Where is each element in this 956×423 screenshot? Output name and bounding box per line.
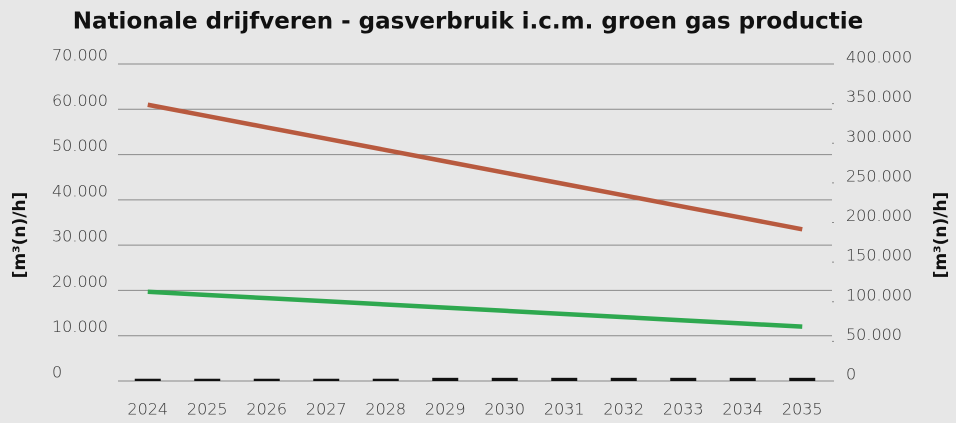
y2-axis-title: [m³(n)/h] xyxy=(931,192,951,279)
y-tick-label: 50.000 xyxy=(52,136,108,155)
x-tick-label: 2035 xyxy=(782,400,823,419)
y2-tick-label: 400.000 xyxy=(846,48,912,67)
line xyxy=(147,289,803,329)
bar xyxy=(610,377,637,381)
y-axis-title: [m³(n)/h] xyxy=(10,192,30,279)
bar xyxy=(491,377,518,381)
y2-tick-label: 0 xyxy=(846,365,856,384)
x-tick-label: 2029 xyxy=(425,400,466,419)
x-tick-label: 2024 xyxy=(127,400,168,419)
x-tick-label: 2027 xyxy=(306,400,347,419)
bar xyxy=(432,377,459,381)
y-tick-label: 40.000 xyxy=(52,181,108,200)
bar xyxy=(551,377,578,381)
y2-tick-label: 200.000 xyxy=(846,206,912,225)
x-tick-label: 2030 xyxy=(484,400,525,419)
x-tick-label: 2033 xyxy=(663,400,704,419)
bar xyxy=(253,378,280,381)
y-tick-label: 10.000 xyxy=(52,317,108,336)
x-tick-label: 2026 xyxy=(246,400,287,419)
y2-tick-label: 250.000 xyxy=(846,166,912,185)
bar xyxy=(134,378,161,381)
y-tick-label: 60.000 xyxy=(52,91,108,110)
y-tick-label: 70.000 xyxy=(52,46,108,65)
x-tick-label: 2034 xyxy=(722,400,763,419)
y2-tick-label: 100.000 xyxy=(846,285,912,304)
bar xyxy=(729,377,756,381)
y-tick-label: 30.000 xyxy=(52,227,108,246)
bar xyxy=(194,378,221,381)
line xyxy=(147,102,803,232)
bar xyxy=(313,378,340,381)
chart-title: Nationale drijfveren - gasverbruik i.c.m… xyxy=(73,9,863,35)
y2-tick-label: 50.000 xyxy=(846,325,902,344)
x-tick-label: 2032 xyxy=(603,400,644,419)
bar xyxy=(372,378,399,381)
y-tick-label: 0 xyxy=(52,363,62,382)
y2-tick-label: 300.000 xyxy=(846,127,912,146)
bar xyxy=(789,377,816,381)
x-tick-label: 2025 xyxy=(187,400,228,419)
y2-tick-label: 150.000 xyxy=(846,246,912,265)
x-tick-label: 2028 xyxy=(365,400,406,419)
bar xyxy=(670,377,697,381)
x-tick-label: 2031 xyxy=(544,400,585,419)
y2-tick-label: 350.000 xyxy=(846,87,912,106)
y-tick-label: 20.000 xyxy=(52,272,108,291)
